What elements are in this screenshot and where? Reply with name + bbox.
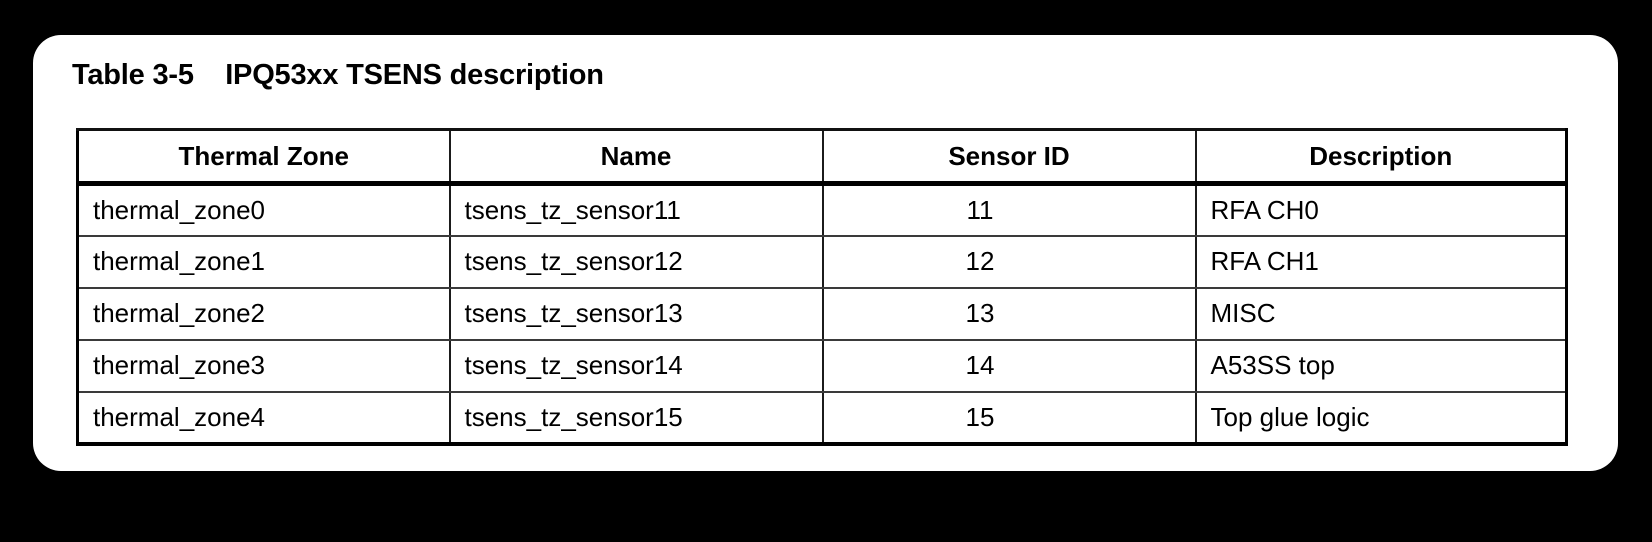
cell-description: RFA CH0 xyxy=(1194,182,1568,237)
column-header-thermal-zone: Thermal Zone xyxy=(76,128,451,186)
cell-thermal-zone: thermal_zone0 xyxy=(76,182,451,237)
cell-description: A53SS top xyxy=(1194,338,1568,393)
cell-sensor-id: 13 xyxy=(821,286,1197,341)
cell-thermal-zone: thermal_zone1 xyxy=(76,234,451,289)
cell-sensor-id: 12 xyxy=(821,234,1197,289)
table-row: thermal_zone0 tsens_tz_sensor11 11 RFA C… xyxy=(76,182,1568,237)
table-header-row: Thermal Zone Name Sensor ID Description xyxy=(76,128,1568,186)
table-body: thermal_zone0 tsens_tz_sensor11 11 RFA C… xyxy=(76,182,1568,446)
cell-name: tsens_tz_sensor12 xyxy=(448,234,824,289)
cell-description: Top glue logic xyxy=(1194,390,1568,446)
document-card: Table 3-5 IPQ53xx TSENS description Ther… xyxy=(33,35,1618,471)
cell-sensor-id: 15 xyxy=(821,390,1197,446)
cell-name: tsens_tz_sensor13 xyxy=(448,286,824,341)
cell-thermal-zone: thermal_zone4 xyxy=(76,390,451,446)
cell-thermal-zone: thermal_zone3 xyxy=(76,338,451,393)
table-row: thermal_zone1 tsens_tz_sensor12 12 RFA C… xyxy=(76,234,1568,289)
cell-name: tsens_tz_sensor11 xyxy=(448,182,824,237)
column-header-sensor-id: Sensor ID xyxy=(821,128,1197,186)
cell-thermal-zone: thermal_zone2 xyxy=(76,286,451,341)
cell-sensor-id: 14 xyxy=(821,338,1197,393)
table-container: Thermal Zone Name Sensor ID Description … xyxy=(76,128,1568,446)
column-header-name: Name xyxy=(448,128,824,186)
cell-description: MISC xyxy=(1194,286,1568,341)
table-row: thermal_zone4 tsens_tz_sensor15 15 Top g… xyxy=(76,390,1568,446)
table-title: Table 3-5 IPQ53xx TSENS description xyxy=(72,59,604,91)
table-row: thermal_zone2 tsens_tz_sensor13 13 MISC xyxy=(76,286,1568,341)
cell-name: tsens_tz_sensor14 xyxy=(448,338,824,393)
cell-description: RFA CH1 xyxy=(1194,234,1568,289)
cell-name: tsens_tz_sensor15 xyxy=(448,390,824,446)
table-row: thermal_zone3 tsens_tz_sensor14 14 A53SS… xyxy=(76,338,1568,393)
column-header-description: Description xyxy=(1194,128,1568,186)
tsens-description-table: Thermal Zone Name Sensor ID Description … xyxy=(76,128,1568,446)
cell-sensor-id: 11 xyxy=(821,182,1197,237)
table-header: Thermal Zone Name Sensor ID Description xyxy=(76,128,1568,186)
